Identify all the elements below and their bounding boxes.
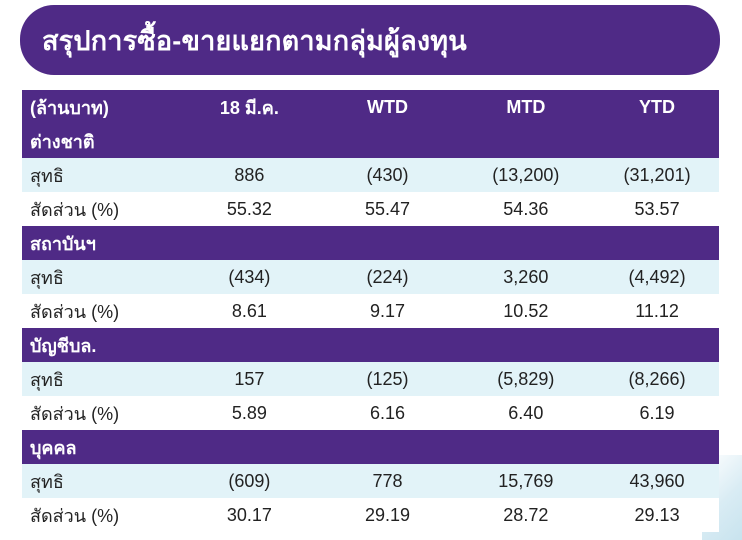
- table-cell: 30.17: [180, 498, 319, 532]
- column-header-day: 18 มี.ค.: [180, 90, 319, 124]
- table-header-row: (ล้านบาท) 18 มี.ค. WTD MTD YTD: [22, 90, 719, 124]
- table-cell: 11.12: [595, 294, 719, 328]
- table-cell: (5,829): [456, 362, 596, 396]
- section-label: สถาบันฯ: [22, 226, 181, 260]
- unit-label: (ล้านบาท): [22, 90, 181, 124]
- table-cell: 53.57: [595, 192, 719, 226]
- section-header-individuals: บุคคล: [22, 430, 719, 464]
- table-cell: 28.72: [456, 498, 596, 532]
- table-row-ratio: สัดส่วน (%) 8.61 9.17 10.52 11.12: [22, 294, 719, 328]
- table-cell: 5.89: [180, 396, 319, 430]
- section-header-foreign: ต่างชาติ: [22, 124, 719, 158]
- table-cell: 157: [180, 362, 319, 396]
- table-cell: (609): [180, 464, 319, 498]
- table-cell: (8,266): [595, 362, 719, 396]
- column-header-ytd: YTD: [595, 90, 719, 124]
- table-row-ratio: สัดส่วน (%) 5.89 6.16 6.40 6.19: [22, 396, 719, 430]
- row-label: สัดส่วน (%): [22, 396, 181, 430]
- section-label: ต่างชาติ: [22, 124, 181, 158]
- investor-summary-table: (ล้านบาท) 18 มี.ค. WTD MTD YTD ต่างชาติ …: [22, 90, 719, 532]
- table-row-net: สุทธิ (609) 778 15,769 43,960: [22, 464, 719, 498]
- table-cell: (13,200): [456, 158, 596, 192]
- table-cell: 55.32: [180, 192, 319, 226]
- table-cell: 3,260: [456, 260, 596, 294]
- page-title: สรุปการซื้อ-ขายแยกตามกลุ่มผู้ลงทุน: [42, 25, 467, 56]
- table-cell: 8.61: [180, 294, 319, 328]
- table-cell: 29.13: [595, 498, 719, 532]
- table-cell: (31,201): [595, 158, 719, 192]
- table-row-ratio: สัดส่วน (%) 55.32 55.47 54.36 53.57: [22, 192, 719, 226]
- row-label: สัดส่วน (%): [22, 192, 181, 226]
- row-label: สุทธิ: [22, 362, 181, 396]
- table-cell: 6.16: [318, 396, 457, 430]
- table-cell: 29.19: [318, 498, 457, 532]
- table-row-net: สุทธิ 157 (125) (5,829) (8,266): [22, 362, 719, 396]
- row-label: สุทธิ: [22, 464, 181, 498]
- table-cell: 778: [318, 464, 457, 498]
- table-cell: 54.36: [456, 192, 596, 226]
- column-header-wtd: WTD: [318, 90, 457, 124]
- table-cell: (125): [318, 362, 457, 396]
- row-label: สัดส่วน (%): [22, 294, 181, 328]
- row-label: สุทธิ: [22, 260, 181, 294]
- table-cell: 6.40: [456, 396, 596, 430]
- table-cell: 6.19: [595, 396, 719, 430]
- table-cell: (434): [180, 260, 319, 294]
- table-cell: 15,769: [456, 464, 596, 498]
- row-label: สุทธิ: [22, 158, 181, 192]
- table-cell: 886: [180, 158, 319, 192]
- table-cell: (430): [318, 158, 457, 192]
- table-cell: (224): [318, 260, 457, 294]
- column-header-mtd: MTD: [456, 90, 596, 124]
- table-row-ratio: สัดส่วน (%) 30.17 29.19 28.72 29.13: [22, 498, 719, 532]
- section-label: บุคคล: [22, 430, 181, 464]
- section-header-institutions: สถาบันฯ: [22, 226, 719, 260]
- section-label: บัญชีบล.: [22, 328, 181, 362]
- section-header-proprietary: บัญชีบล.: [22, 328, 719, 362]
- table-row-net: สุทธิ 886 (430) (13,200) (31,201): [22, 158, 719, 192]
- table-cell: 55.47: [318, 192, 457, 226]
- title-bar: สรุปการซื้อ-ขายแยกตามกลุ่มผู้ลงทุน: [20, 5, 720, 75]
- table-cell: 10.52: [456, 294, 596, 328]
- table-row-net: สุทธิ (434) (224) 3,260 (4,492): [22, 260, 719, 294]
- table-cell: 43,960: [595, 464, 719, 498]
- row-label: สัดส่วน (%): [22, 498, 181, 532]
- table-cell: (4,492): [595, 260, 719, 294]
- table-cell: 9.17: [318, 294, 457, 328]
